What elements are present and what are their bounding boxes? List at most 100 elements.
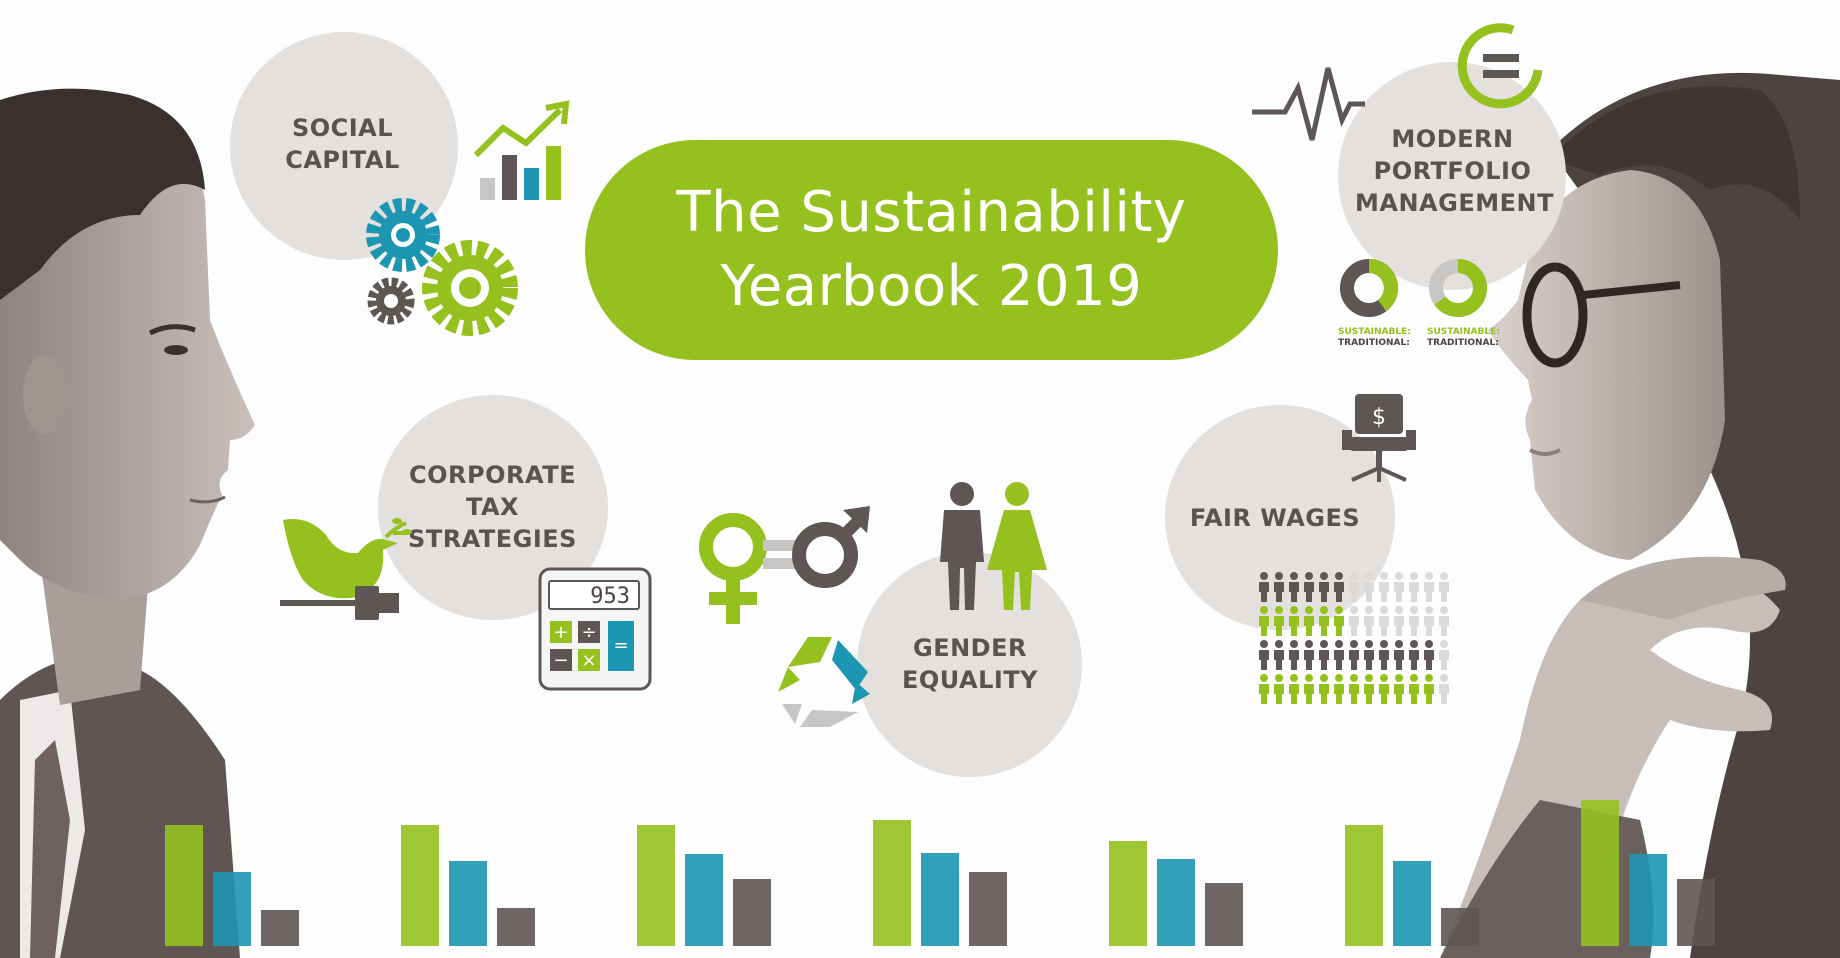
- person-figure: [1409, 640, 1419, 670]
- person-figure: [1424, 640, 1434, 670]
- office-chair-icon: $: [1342, 394, 1416, 482]
- person-figure: [1439, 674, 1449, 704]
- person-figure: [1289, 640, 1299, 670]
- person-figure: [1349, 606, 1359, 636]
- person-figure: [1334, 572, 1344, 602]
- gender-equality-label: GENDER EQUALITY: [901, 634, 1039, 694]
- growth-chart-icon: [473, 100, 570, 200]
- people-grid-icon: [1259, 572, 1449, 704]
- person-figure: [1439, 640, 1449, 670]
- svg-text:−: −: [553, 650, 568, 671]
- decor-bar: [1205, 883, 1243, 946]
- person-figure: [1364, 606, 1374, 636]
- equals-ring-icon: [1457, 23, 1543, 109]
- person-figure: [1409, 674, 1419, 704]
- svg-text:×: ×: [581, 650, 596, 671]
- decor-bar: [1109, 841, 1147, 946]
- person-figure: [1319, 606, 1329, 636]
- person-figure: [1274, 640, 1284, 670]
- svg-text:=: =: [613, 635, 628, 656]
- man-profile-photo: [0, 88, 255, 958]
- person-figure: [1274, 606, 1284, 636]
- person-figure: [1304, 674, 1314, 704]
- decor-bar: [921, 853, 959, 946]
- gears-icon: [366, 198, 518, 336]
- portfolio-circle: [1338, 62, 1566, 290]
- person-figure: [1334, 606, 1344, 636]
- recycle-icon: [778, 637, 870, 727]
- person-figure: [1349, 640, 1359, 670]
- person-figure: [1409, 606, 1419, 636]
- donut-legend-left: SUSTAINABLE: TRADITIONAL:: [1338, 327, 1411, 348]
- person-figure: [1349, 572, 1359, 602]
- person-figure: [1319, 572, 1329, 602]
- person-figure: [1304, 640, 1314, 670]
- decorative-bar-groups: [165, 800, 1715, 946]
- person-figure: [1364, 640, 1374, 670]
- donut-legend-right: SUSTAINABLE: TRADITIONAL:: [1427, 327, 1500, 348]
- decor-bar: [1393, 861, 1431, 946]
- donut-chart-icon: [1429, 259, 1487, 317]
- person-figure: [1334, 640, 1344, 670]
- gender-equal-icon: [699, 506, 870, 624]
- person-figure: [1364, 674, 1374, 704]
- decor-bar: [1157, 859, 1195, 946]
- gavel-icon: [280, 586, 399, 620]
- person-figure: [1394, 640, 1404, 670]
- decor-bar: [1629, 854, 1667, 946]
- person-figure: [1379, 640, 1389, 670]
- person-figure: [1409, 572, 1419, 602]
- decor-bar: [213, 872, 251, 946]
- svg-text:$: $: [1372, 405, 1386, 430]
- decor-bar: [969, 872, 1007, 946]
- person-figure: [1319, 674, 1329, 704]
- person-figure: [1424, 572, 1434, 602]
- title-line-2: Yearbook 2019: [720, 254, 1143, 319]
- person-figure: [1289, 572, 1299, 602]
- decor-bar: [497, 908, 535, 946]
- decor-bar: [637, 825, 675, 946]
- decor-bar: [733, 879, 771, 946]
- decor-bar: [1677, 879, 1715, 946]
- svg-text:+: +: [553, 622, 568, 643]
- fair-wages-label: FAIR WAGES: [1189, 504, 1361, 532]
- decor-bar: [873, 820, 911, 946]
- corporate-tax-label: CORPORATE TAX STRATEGIES: [408, 461, 577, 553]
- person-figure: [1289, 674, 1299, 704]
- person-figure: [1439, 572, 1449, 602]
- person-figure: [1274, 674, 1284, 704]
- person-figure: [1394, 606, 1404, 636]
- dove-icon: [283, 518, 412, 599]
- person-figure: [1259, 572, 1269, 602]
- person-figure: [1319, 640, 1329, 670]
- decor-bar: [401, 825, 439, 946]
- person-figure: [1379, 606, 1389, 636]
- heartbeat-icon: [1252, 67, 1365, 141]
- person-figure: [1259, 674, 1269, 704]
- decor-bar: [685, 854, 723, 946]
- person-figure: [1424, 674, 1434, 704]
- decor-bar: [165, 825, 203, 946]
- person-figure: [1289, 606, 1299, 636]
- social-capital-label: SOCIAL CAPITAL: [285, 114, 400, 174]
- person-figure: [1259, 640, 1269, 670]
- person-figure: [1334, 674, 1344, 704]
- person-figure: [1259, 606, 1269, 636]
- person-figure: [1304, 606, 1314, 636]
- svg-text:÷: ÷: [581, 622, 596, 643]
- person-figure: [1379, 674, 1389, 704]
- person-figure: [1394, 572, 1404, 602]
- decor-bar: [1581, 800, 1619, 946]
- person-figure: [1349, 674, 1359, 704]
- person-figure: [1394, 674, 1404, 704]
- decor-bar: [1441, 908, 1479, 946]
- decor-bar: [261, 910, 299, 946]
- decor-bar: [1345, 825, 1383, 946]
- person-figure: [1304, 572, 1314, 602]
- decor-bar: [449, 861, 487, 946]
- man-woman-icon: [940, 482, 1047, 610]
- portfolio-label: MODERN PORTFOLIO MANAGEMENT: [1355, 125, 1554, 217]
- person-figure: [1439, 606, 1449, 636]
- title-banner: The Sustainability Yearbook 2019: [585, 140, 1278, 360]
- person-figure: [1274, 572, 1284, 602]
